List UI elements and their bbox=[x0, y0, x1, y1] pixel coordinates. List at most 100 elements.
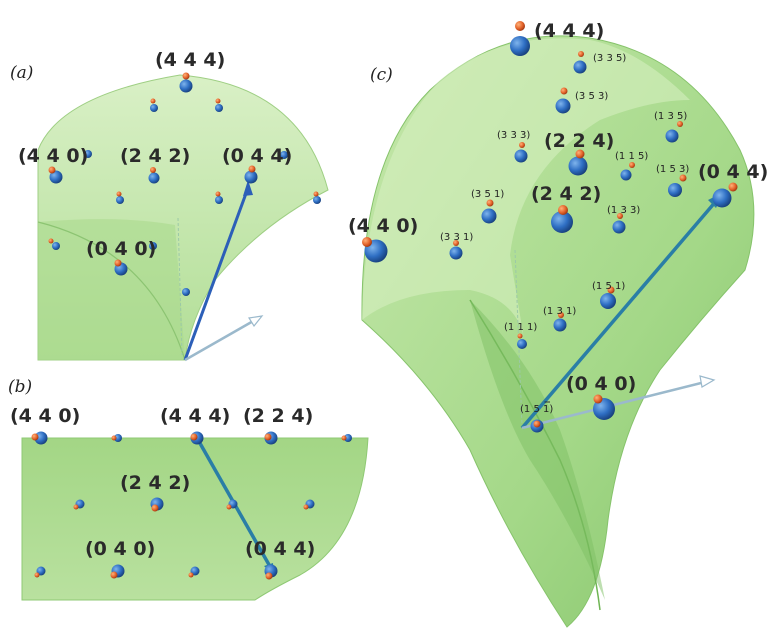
atom bbox=[517, 333, 523, 339]
atom bbox=[265, 572, 273, 580]
atom bbox=[677, 121, 683, 127]
panel-a-atoms bbox=[48, 72, 321, 296]
atom bbox=[48, 238, 54, 244]
atom bbox=[150, 98, 156, 104]
atom bbox=[226, 504, 232, 510]
atom bbox=[114, 434, 122, 442]
atom bbox=[578, 51, 584, 57]
panel-a-dashed-axis bbox=[177, 217, 183, 356]
atom bbox=[179, 79, 193, 93]
atom bbox=[553, 318, 567, 332]
panel-c-label-15-1bar: (1 5 1) bbox=[520, 404, 553, 415]
atom bbox=[517, 339, 527, 349]
atom bbox=[481, 208, 497, 224]
atom bbox=[244, 170, 258, 184]
panel-c-outline-arrowhead bbox=[699, 375, 716, 388]
atom bbox=[712, 188, 732, 208]
panel-a-label-444: (4 4 4) bbox=[155, 49, 225, 71]
atom bbox=[111, 435, 117, 441]
atom bbox=[560, 87, 568, 95]
atom bbox=[575, 149, 585, 159]
panel-b-label: (b) bbox=[8, 377, 32, 397]
atom bbox=[665, 129, 679, 143]
panel-c-label-335: (3 3 5) bbox=[593, 53, 626, 64]
panel-c-atoms bbox=[362, 21, 738, 433]
atom bbox=[593, 398, 615, 420]
atom bbox=[190, 433, 198, 441]
panel-c-label-115: (1 1 5) bbox=[615, 151, 648, 162]
panel-c-label-135: (1 3 5) bbox=[654, 111, 687, 122]
atom bbox=[52, 242, 60, 250]
panel-a-label-440: (4 4 0) bbox=[18, 145, 88, 167]
panel-a-fold bbox=[37, 221, 186, 361]
atom bbox=[533, 420, 541, 428]
atom bbox=[679, 174, 687, 182]
panel-c-light-face bbox=[362, 38, 690, 345]
atom bbox=[73, 504, 79, 510]
panel-c-label-333: (3 3 3) bbox=[497, 130, 530, 141]
atom bbox=[114, 259, 122, 267]
atom bbox=[151, 504, 159, 512]
panel-b-surface bbox=[21, 437, 369, 601]
panel-c-label-151: (1 5 1) bbox=[592, 281, 625, 292]
atom bbox=[629, 162, 635, 168]
panel-a-inner-surface bbox=[38, 219, 185, 360]
panel-c-label-440: (4 4 0) bbox=[348, 215, 418, 237]
atom bbox=[551, 211, 573, 233]
atom bbox=[313, 191, 319, 197]
panel-a-label-242: (2 4 2) bbox=[120, 145, 190, 167]
atom bbox=[34, 572, 40, 578]
atom bbox=[148, 172, 160, 184]
atom bbox=[313, 196, 321, 204]
atom bbox=[600, 293, 616, 309]
panel-a-vector-arrow bbox=[183, 187, 250, 361]
atom bbox=[728, 182, 738, 192]
panel-b-label-224: (2 2 4) bbox=[243, 405, 313, 427]
panel-c-label-044: (0 4 4) bbox=[698, 161, 768, 183]
atom bbox=[449, 246, 463, 260]
panel-c-label-351: (3 5 1) bbox=[471, 189, 504, 200]
atom bbox=[149, 242, 157, 250]
atom bbox=[519, 142, 525, 148]
atom bbox=[568, 156, 588, 176]
atom bbox=[48, 166, 56, 174]
atom bbox=[84, 150, 92, 158]
atom bbox=[182, 288, 190, 296]
atom bbox=[612, 220, 626, 234]
panel-a-outline-arrowhead bbox=[248, 315, 264, 328]
atom bbox=[514, 149, 528, 163]
panel-c-lower-shade bbox=[470, 300, 605, 600]
atom bbox=[182, 72, 190, 80]
panel-a: (a) (4 4 4) (4 4 0) (2 4 2) (0 4 4) (0 4… bbox=[10, 49, 329, 362]
atom bbox=[116, 191, 122, 197]
panel-c-label-353: (3 5 3) bbox=[575, 91, 608, 102]
atom bbox=[215, 191, 221, 197]
panel-c: (c) (4 4 4) (2 2 4) (2 4 2) (0 4 4) (4 4… bbox=[348, 20, 768, 628]
atom bbox=[215, 98, 221, 104]
panel-b-atoms bbox=[31, 431, 352, 580]
atom bbox=[617, 213, 623, 219]
panel-a-vector-arrowhead bbox=[243, 180, 253, 196]
panel-c-label-153: (1 5 3) bbox=[656, 164, 689, 175]
atom bbox=[620, 169, 632, 181]
label-bar-digit: 1 bbox=[543, 404, 549, 415]
panel-b-label-044: (0 4 4) bbox=[245, 538, 315, 560]
atom bbox=[188, 572, 194, 578]
atom bbox=[558, 312, 564, 318]
atom bbox=[515, 21, 525, 31]
atom bbox=[344, 434, 352, 442]
atom bbox=[558, 205, 568, 215]
panel-c-vector-arrow bbox=[520, 198, 719, 430]
atom bbox=[555, 98, 571, 114]
panel-b: (b) (4 4 0) (4 4 4) (2 2 4) (2 4 2) (0 4… bbox=[8, 377, 369, 601]
atom bbox=[215, 104, 223, 112]
atom bbox=[593, 394, 603, 404]
panel-c-label-242: (2 4 2) bbox=[531, 183, 601, 205]
panel-b-label-242: (2 4 2) bbox=[120, 472, 190, 494]
atom bbox=[116, 196, 124, 204]
panel-b-label-444: (4 4 4) bbox=[160, 405, 230, 427]
atom bbox=[110, 571, 118, 579]
panel-c-label-444: (4 4 4) bbox=[534, 20, 604, 42]
